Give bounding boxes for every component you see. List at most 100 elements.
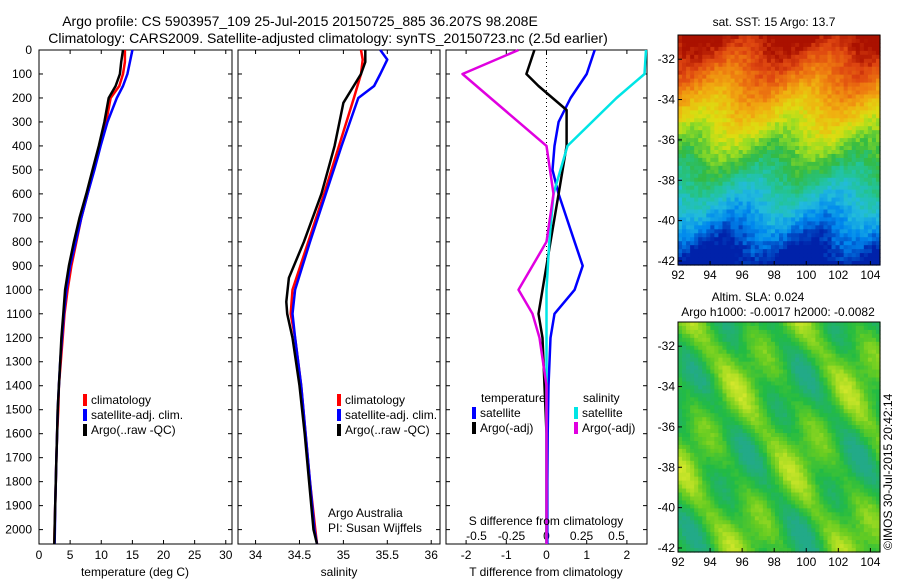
map-cell	[827, 361, 833, 367]
map-cell	[783, 209, 788, 215]
map-cell	[762, 437, 768, 442]
map-cell	[774, 460, 780, 466]
map-cell	[851, 146, 857, 151]
map-cell	[734, 413, 740, 418]
map-cell	[811, 253, 816, 258]
map-cell	[787, 261, 792, 266]
map-cell	[803, 185, 808, 191]
map-cell	[766, 62, 772, 68]
map-cell	[690, 213, 695, 219]
map-cell	[690, 78, 695, 84]
map-cell	[734, 157, 740, 163]
map-cell	[766, 134, 772, 139]
map-cell	[815, 369, 820, 375]
map-cell	[791, 417, 796, 422]
map-cell	[831, 397, 837, 402]
map-cell	[722, 86, 728, 92]
map-cell	[758, 257, 764, 262]
map-cell	[787, 249, 792, 254]
map-cell	[795, 261, 800, 266]
map-cell	[807, 437, 812, 442]
map-cell	[823, 169, 829, 175]
map-cell	[698, 241, 703, 246]
x-tick-label: 0	[36, 548, 43, 562]
map-cell	[859, 249, 865, 254]
map-cell	[718, 413, 724, 418]
map-cell	[746, 82, 752, 88]
map-cell	[694, 393, 699, 398]
map-cell	[750, 325, 756, 331]
map-cell	[811, 78, 816, 84]
map-cell	[698, 225, 703, 230]
map-cell	[799, 225, 804, 230]
map-cell	[803, 437, 808, 442]
map-cell	[762, 429, 768, 434]
map-cell	[843, 35, 849, 40]
map-cell	[827, 417, 833, 422]
map-cell	[779, 357, 784, 363]
map-cell	[726, 157, 732, 163]
map-cell	[827, 249, 833, 254]
map-cell	[742, 221, 748, 226]
map-cell	[738, 261, 744, 266]
map-cell	[851, 249, 857, 254]
map-cell	[875, 417, 881, 422]
map-cell	[803, 70, 808, 76]
map-cell	[754, 94, 760, 100]
map-cell	[795, 361, 800, 367]
map-cell	[762, 94, 768, 100]
map-y-tick-label: -32	[658, 52, 676, 66]
map-cell	[835, 169, 841, 175]
map-cell	[686, 54, 691, 60]
map-cell	[734, 249, 740, 254]
map-cell	[690, 329, 695, 335]
map-cell	[815, 106, 820, 111]
map-cell	[730, 345, 736, 351]
map-cell	[783, 118, 788, 123]
map-cell	[678, 253, 683, 258]
map-cell	[783, 86, 788, 92]
map-cell	[686, 150, 691, 155]
map-cell	[746, 189, 752, 195]
map-cell	[835, 205, 841, 211]
map-cell	[851, 118, 857, 123]
map-y-tick-label: -40	[658, 214, 676, 228]
map-cell	[803, 126, 808, 131]
map-cell	[774, 150, 780, 155]
map-cell	[766, 90, 772, 96]
map-cell	[702, 106, 707, 111]
map-cell	[702, 193, 707, 199]
map-cell	[774, 98, 780, 104]
map-cell	[746, 86, 752, 92]
map-cell	[819, 405, 825, 410]
map-cell	[791, 349, 796, 355]
sla-map-panel: Altim. SLA: 0.024 Argo h1000: -0.0017 h2…	[658, 290, 881, 569]
map-cell	[678, 377, 683, 383]
map-cell	[770, 205, 776, 211]
map-cell	[686, 78, 691, 84]
map-cell	[811, 122, 816, 127]
map-cell	[710, 237, 715, 242]
map-cell	[726, 150, 732, 155]
map-cell	[799, 82, 804, 88]
map-cell	[706, 329, 711, 335]
map-cell	[682, 225, 687, 230]
map-cell	[750, 452, 756, 458]
map-cell	[779, 452, 784, 458]
map-cell	[819, 62, 825, 68]
map-cell	[823, 126, 829, 131]
map-cell	[811, 42, 816, 48]
map-cell	[779, 189, 784, 195]
map-cell	[791, 161, 796, 167]
map-cell	[815, 421, 820, 426]
map-cell	[779, 329, 784, 335]
map-cell	[694, 50, 699, 56]
map-cell	[746, 169, 752, 175]
map-cell	[807, 102, 812, 107]
map-cell	[859, 257, 865, 262]
map-cell	[770, 440, 776, 446]
map-cell	[815, 209, 820, 215]
map-cell	[746, 197, 752, 203]
map-cell	[746, 201, 752, 207]
map-cell	[718, 253, 724, 258]
